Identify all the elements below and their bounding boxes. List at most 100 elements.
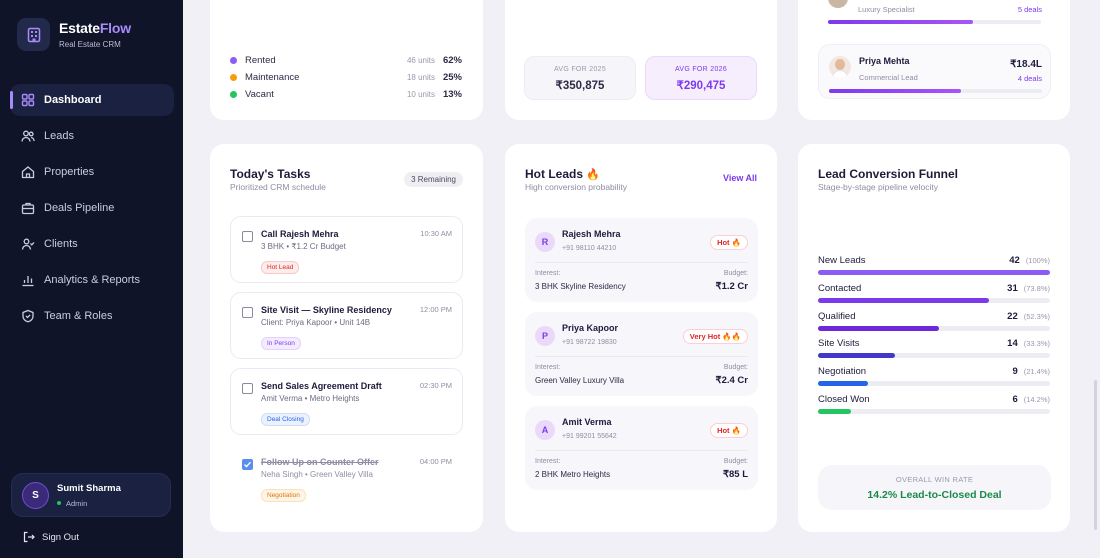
agent-progress-fill — [829, 89, 962, 93]
lead-heat-badge: Very Hot 🔥🔥 — [682, 329, 748, 344]
user-profile-card[interactable]: S Sumit Sharma Admin — [11, 473, 171, 517]
task-tag: Deal Closing — [261, 413, 310, 426]
stage-progress-fill — [818, 353, 896, 359]
avg-2026-value: ₹290,475 — [676, 80, 726, 92]
stage-percent: (33.3%) — [1023, 339, 1050, 349]
sidebar-item-clients[interactable]: Clients — [10, 228, 174, 260]
sidebar-item-team-roles[interactable]: Team & Roles — [10, 300, 174, 332]
stage-percent: (52.3%) — [1023, 311, 1050, 321]
task-title: Site Visit — Skyline Residency — [261, 305, 392, 315]
brand-name: EstateFlow — [59, 20, 131, 36]
legend-row-rented: Rented 46 units 62% — [230, 55, 462, 66]
grid-icon — [21, 93, 35, 107]
conversion-funnel-card: Lead Conversion Funnel Stage-by-stage pi… — [798, 144, 1070, 532]
revenue-average-card: AVG FOR 2025 ₹350,875 AVG FOR 2026 ₹290,… — [505, 0, 777, 120]
stage-percent: (14.2%) — [1023, 395, 1050, 404]
win-rate-value: 14.2% Lead-to-Closed Deal — [867, 489, 1002, 501]
task-checkbox[interactable] — [242, 383, 253, 394]
remaining-badge: 3 Remaining — [404, 172, 463, 187]
divider — [535, 262, 748, 263]
task-item[interactable]: Follow Up on Counter Offer 04:00 PM Neha… — [230, 444, 463, 511]
task-detail: Amit Verma • Metro Heights — [261, 394, 360, 403]
sidebar-item-label: Deals Pipeline — [44, 202, 115, 214]
flame-icon: 🔥 — [586, 169, 601, 181]
stage-percent: (73.8%) — [1023, 283, 1050, 293]
card-subtitle: Stage-by-stage pipeline velocity — [818, 182, 939, 192]
legend-dot — [230, 91, 237, 98]
lead-phone: +91 98722 19830 — [562, 339, 617, 346]
stage-progress-fill — [818, 270, 1050, 275]
stage-count: 6 — [1012, 394, 1018, 405]
brand[interactable]: EstateFlow Real Estate CRM — [17, 18, 131, 51]
card-subtitle: Prioritized CRM schedule — [230, 182, 326, 192]
legend-dot — [230, 57, 237, 64]
stage-count: 9 — [1012, 366, 1018, 378]
lead-card[interactable]: P Priya Kapoor +91 98722 19830 Very Hot … — [525, 312, 758, 396]
sidebar-item-label: Leads — [44, 130, 74, 142]
sidebar-item-deals-pipeline[interactable]: Deals Pipeline — [10, 192, 174, 224]
lead-card[interactable]: A Amit Verma +91 99201 55642 Hot 🔥 Inter… — [525, 406, 758, 490]
lead-budget: ₹85 L — [722, 469, 748, 480]
task-tag: Negotiation — [261, 489, 306, 502]
hot-leads-card: Hot Leads 🔥 High conversion probability … — [505, 144, 777, 532]
funnel-stage: New Leads 42 (100%) — [818, 255, 1050, 275]
task-checkbox[interactable] — [242, 307, 253, 318]
lead-interest: Green Valley Luxury Villa — [535, 376, 625, 385]
sign-out-label: Sign Out — [42, 531, 79, 543]
task-item[interactable]: Send Sales Agreement Draft 02:30 PM Amit… — [230, 368, 463, 435]
lead-budget: ₹1.2 Cr — [715, 281, 748, 292]
sidebar-item-label: Dashboard — [44, 94, 102, 106]
stage-count: 22 — [1007, 310, 1018, 322]
sidebar: EstateFlow Real Estate CRM Dashboard Lea… — [0, 0, 183, 558]
view-all-link[interactable]: View All — [722, 173, 757, 183]
sidebar-item-label: Properties — [44, 166, 95, 178]
stage-progress-bar — [818, 270, 1050, 275]
building-icon — [17, 18, 50, 51]
flame-icon: 🔥 — [731, 426, 741, 435]
funnel-stage: Negotiation 9 (21.4%) — [818, 366, 1050, 387]
task-checkbox[interactable] — [242, 231, 253, 242]
task-checkbox-checked[interactable] — [242, 459, 253, 470]
flame-icon: 🔥 — [731, 238, 741, 247]
funnel-stage: Contacted 31 (73.8%) — [818, 283, 1050, 303]
funnel-stage: Site Visits 14 (33.3%) — [818, 338, 1050, 359]
card-subtitle: High conversion probability — [525, 182, 628, 192]
task-item[interactable]: Call Rajesh Mehra 10:30 AM 3 BHK • ₹1.2 … — [230, 216, 463, 283]
sign-out-button[interactable]: Sign Out — [22, 530, 79, 544]
stage-progress-fill — [818, 297, 990, 303]
stage-progress-fill — [818, 381, 868, 387]
stage-percent: (21.4%) — [1023, 367, 1050, 377]
funnel-stage: Qualified 22 (52.3%) — [818, 311, 1050, 331]
sidebar-nav: Dashboard Leads Properties Deals Pipelin… — [10, 84, 174, 336]
lead-card[interactable]: R Rajesh Mehra +91 98110 44210 Hot 🔥 Int… — [525, 218, 758, 302]
task-title: Call Rajesh Mehra — [261, 229, 339, 239]
sidebar-item-label: Team & Roles — [44, 310, 113, 322]
task-tag: In Person — [261, 337, 301, 350]
agent-name: Priya Mehta — [859, 56, 910, 66]
stage-progress-bar — [818, 325, 1050, 331]
stage-progress-bar — [818, 353, 1050, 359]
sidebar-item-leads[interactable]: Leads — [10, 120, 174, 152]
home-icon — [21, 165, 35, 179]
agent-progress-bar — [829, 89, 1042, 93]
stage-name: Site Visits — [818, 338, 860, 350]
task-item[interactable]: Site Visit — Skyline Residency 12:00 PM … — [230, 292, 463, 359]
sidebar-item-analytics[interactable]: Analytics & Reports — [10, 264, 174, 296]
shield-icon — [21, 309, 35, 323]
online-status-dot — [57, 501, 61, 505]
agent-deals: 5 deals — [1017, 5, 1042, 14]
todays-tasks-card: Today's Tasks Prioritized CRM schedule 3… — [210, 144, 483, 532]
top-agents-card: Luxury Specialist 5 deals Priya Mehta Co… — [798, 0, 1070, 120]
sidebar-item-dashboard[interactable]: Dashboard — [10, 84, 174, 116]
lead-name: Rajesh Mehra — [562, 229, 621, 239]
stage-name: New Leads — [818, 255, 866, 266]
stage-name: Negotiation — [818, 366, 867, 378]
brand-subtitle: Real Estate CRM — [59, 40, 121, 49]
avatar: S — [22, 481, 49, 509]
page-scrollbar[interactable] — [1094, 380, 1097, 530]
win-rate-box: OVERALL WIN RATE 14.2% Lead-to-Closed De… — [818, 465, 1051, 510]
sidebar-item-properties[interactable]: Properties — [10, 156, 174, 188]
user-check-icon — [21, 237, 35, 251]
agent-card-priya[interactable]: Priya Mehta Commercial Lead ₹18.4L 4 dea… — [818, 44, 1051, 99]
task-time: 12:00 PM — [419, 305, 452, 314]
